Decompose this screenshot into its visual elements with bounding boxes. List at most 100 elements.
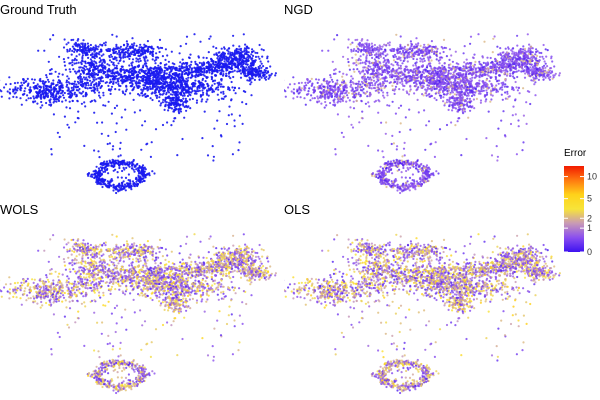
data-point	[114, 168, 117, 171]
data-point	[174, 94, 177, 97]
data-point	[36, 87, 39, 90]
data-point	[182, 78, 185, 82]
data-point	[47, 89, 50, 92]
data-point	[465, 75, 468, 78]
data-point	[250, 77, 253, 80]
data-point	[365, 78, 368, 81]
data-point	[99, 69, 102, 72]
data-point	[193, 33, 196, 36]
data-point	[106, 73, 109, 76]
data-point	[171, 84, 174, 87]
data-point	[108, 159, 111, 162]
data-point	[142, 179, 145, 183]
data-point	[123, 71, 127, 74]
data-point	[306, 81, 310, 85]
data-point	[139, 79, 143, 82]
data-point	[411, 69, 414, 72]
data-point	[313, 86, 316, 89]
data-point	[235, 56, 238, 59]
data-point	[383, 69, 386, 72]
data-point	[415, 66, 418, 69]
data-point	[49, 91, 53, 94]
data-point	[402, 88, 405, 91]
data-point	[213, 82, 216, 85]
data-point	[194, 76, 197, 79]
data-point	[96, 176, 99, 179]
data-point	[131, 164, 134, 167]
data-point	[194, 79, 197, 82]
data-point	[354, 53, 357, 56]
data-point	[72, 68, 75, 71]
data-point	[341, 98, 344, 101]
data-point	[134, 48, 137, 51]
data-point	[231, 52, 234, 56]
data-point	[428, 49, 431, 52]
data-point	[447, 81, 450, 84]
data-point	[441, 82, 445, 86]
data-point	[37, 95, 40, 98]
data-point	[113, 163, 116, 166]
data-point	[59, 95, 62, 98]
data-point	[325, 90, 328, 93]
data-point	[445, 69, 448, 72]
data-point	[135, 44, 138, 47]
data-point	[20, 81, 23, 84]
data-point	[68, 68, 71, 71]
data-point	[423, 79, 427, 82]
data-point	[250, 94, 253, 97]
data-point	[392, 59, 396, 62]
data-point	[103, 167, 106, 170]
data-point	[193, 85, 196, 88]
data-point	[336, 101, 339, 104]
data-point	[485, 98, 488, 101]
data-point	[138, 57, 141, 60]
data-point	[93, 73, 96, 76]
data-point	[129, 92, 132, 95]
data-point	[123, 93, 127, 96]
data-point	[412, 64, 415, 67]
data-point	[36, 92, 39, 95]
data-point	[205, 66, 208, 70]
data-point	[102, 80, 105, 83]
data-point	[150, 45, 153, 48]
data-point	[337, 88, 340, 91]
data-point	[222, 73, 225, 76]
data-point	[72, 38, 75, 41]
data-point	[392, 49, 395, 53]
data-point	[132, 159, 135, 163]
data-point	[392, 48, 396, 51]
data-point	[426, 64, 429, 67]
data-point	[169, 89, 172, 92]
data-point	[152, 68, 155, 71]
data-point	[423, 43, 426, 46]
data-point	[512, 88, 515, 92]
data-point	[41, 80, 44, 83]
data-point	[80, 102, 83, 105]
data-point	[345, 86, 348, 89]
data-point	[214, 74, 217, 77]
data-point	[9, 92, 12, 95]
data-point	[356, 68, 359, 71]
data-point	[141, 66, 145, 69]
data-point	[115, 59, 118, 62]
data-point	[407, 71, 411, 74]
data-point	[363, 73, 366, 76]
data-point	[64, 68, 67, 71]
data-point	[356, 86, 359, 89]
data-point	[116, 67, 119, 70]
data-point	[90, 73, 93, 76]
data-point	[304, 103, 307, 106]
data-point	[204, 86, 207, 89]
data-point	[203, 71, 206, 74]
data-point	[389, 48, 392, 51]
data-point	[96, 48, 99, 51]
data-point	[403, 45, 406, 48]
data-point	[427, 84, 431, 87]
data-point	[20, 103, 23, 106]
data-point	[382, 57, 385, 60]
data-point	[284, 95, 287, 98]
data-point	[424, 88, 427, 91]
data-point	[222, 85, 225, 88]
data-point	[104, 170, 107, 173]
data-point	[158, 38, 162, 41]
